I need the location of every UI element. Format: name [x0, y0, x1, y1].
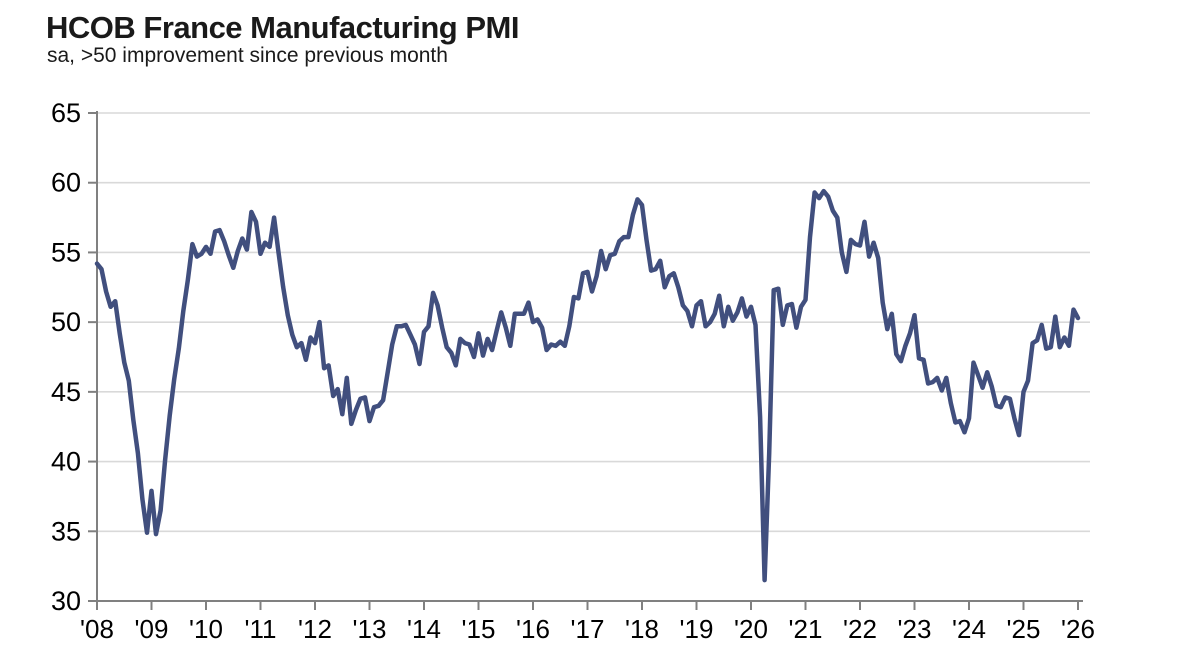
y-axis-tick-label: 40: [51, 447, 81, 477]
x-axis-tick-label: '18: [625, 614, 659, 644]
y-axis-tick-label: 60: [51, 168, 81, 198]
x-axis-tick-label: '13: [353, 614, 387, 644]
y-axis-tick-label: 45: [51, 377, 81, 407]
x-axis-tick-label: '16: [516, 614, 550, 644]
y-axis-tick-label: 35: [51, 516, 81, 546]
x-axis-tick-label: '25: [1007, 614, 1041, 644]
x-axis-tick-label: '08: [80, 614, 114, 644]
x-axis-tick-label: '15: [462, 614, 496, 644]
x-axis-tick-label: '19: [680, 614, 714, 644]
x-axis-tick-label: '10: [189, 614, 223, 644]
x-axis-tick-label: '12: [298, 614, 332, 644]
y-axis-tick-label: 30: [51, 586, 81, 616]
x-axis-tick-label: '22: [843, 614, 877, 644]
chart-subtitle: sa, >50 improvement since previous month: [47, 44, 448, 67]
x-axis-tick-label: '11: [245, 614, 277, 644]
x-axis-tick-label: '09: [135, 614, 169, 644]
x-axis-tick-label: '21: [789, 614, 823, 644]
x-axis-tick-label: '17: [571, 614, 605, 644]
pmi-series-line: [94, 188, 1081, 583]
y-axis-tick-label: 50: [51, 307, 81, 337]
x-axis-tick-label: '24: [952, 614, 986, 644]
chart-title: HCOB France Manufacturing PMI: [46, 10, 519, 45]
x-axis-tick-label: '20: [734, 614, 768, 644]
x-axis-tick-label: '23: [898, 614, 932, 644]
x-axis-tick-label: '14: [407, 614, 441, 644]
y-axis-tick-label: 65: [51, 98, 81, 128]
y-axis-tick-label: 55: [51, 237, 81, 267]
x-axis-tick-label: '26: [1061, 614, 1095, 644]
